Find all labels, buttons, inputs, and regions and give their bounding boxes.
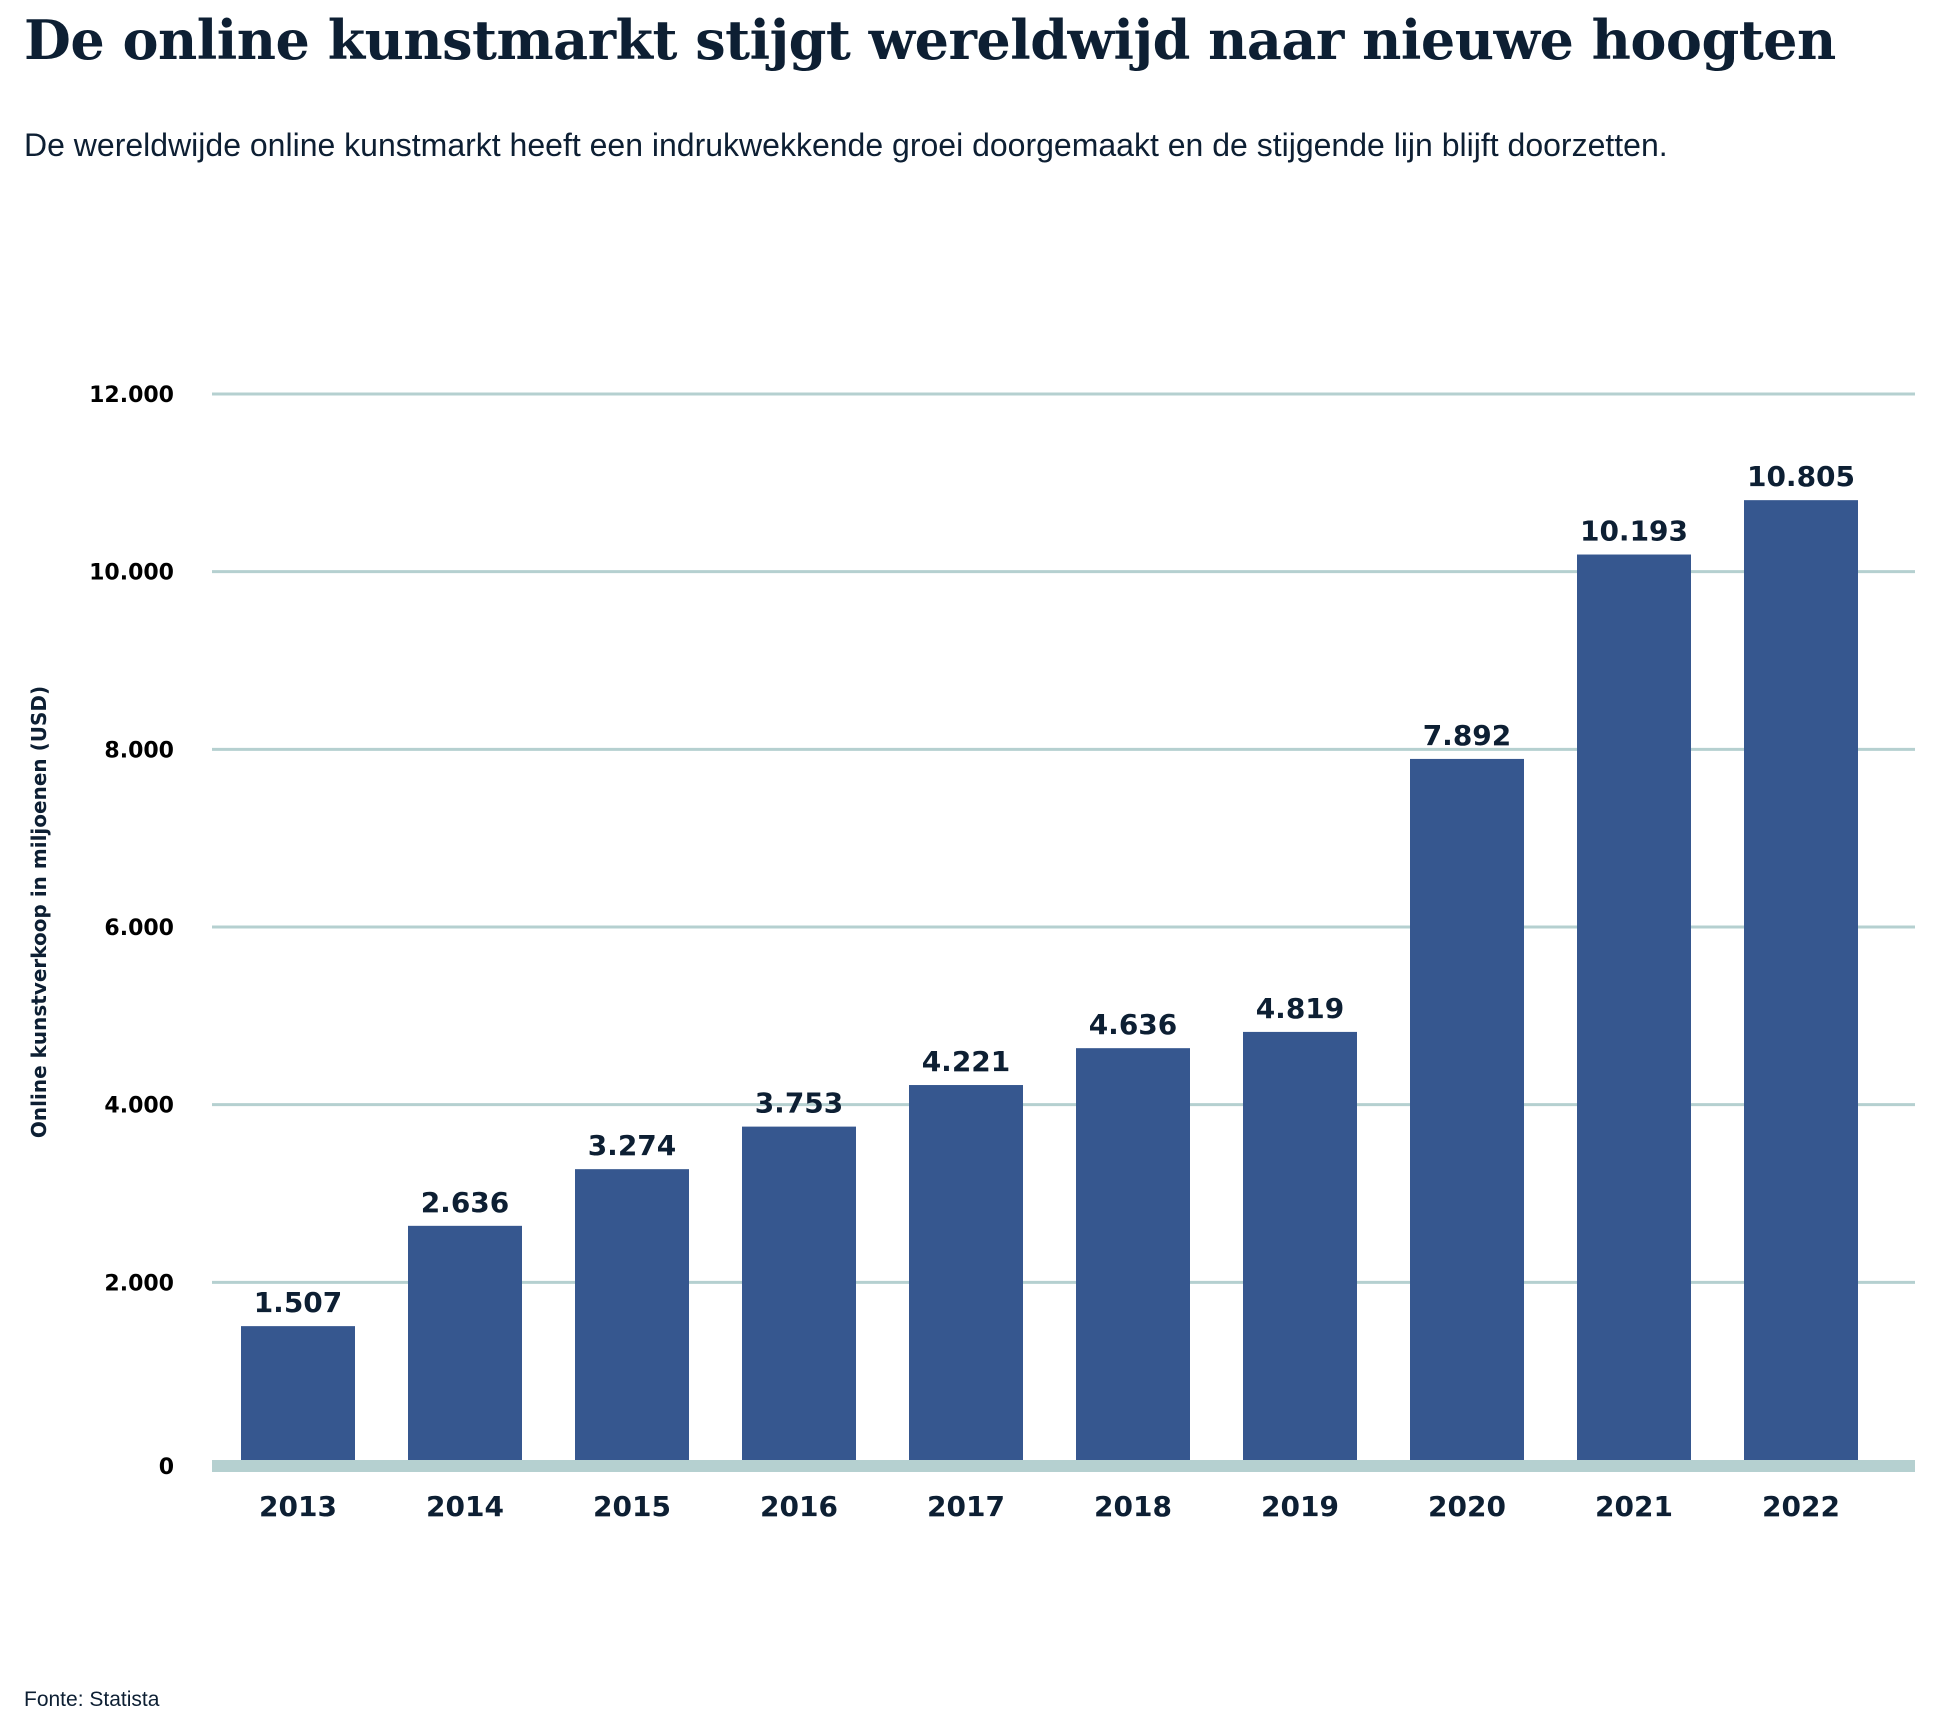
bar-2021 [1577, 554, 1691, 1460]
y-tick-label: 8.000 [104, 738, 174, 763]
bar-2020 [1410, 758, 1524, 1460]
y-tick-label: 4.000 [104, 1094, 174, 1119]
data-label: 3.274 [588, 1129, 677, 1162]
x-tick-label: 2015 [593, 1490, 671, 1523]
data-label: 4.819 [1256, 992, 1345, 1025]
data-label: 7.892 [1423, 719, 1512, 752]
data-label: 10.805 [1747, 460, 1855, 493]
y-tick-label: 6.000 [104, 916, 174, 941]
x-tick-label: 2018 [1094, 1490, 1172, 1523]
y-tick-label: 10.000 [89, 561, 174, 586]
data-label: 4.636 [1089, 1008, 1178, 1041]
y-tick-label: 2.000 [104, 1271, 174, 1296]
bar-2015 [575, 1169, 689, 1460]
x-tick-label: 2021 [1595, 1490, 1673, 1523]
bar-2017 [909, 1085, 1023, 1460]
x-tick-label: 2017 [927, 1490, 1005, 1523]
chart-subtitle: De wereldwijde online kunstmarkt heeft e… [24, 127, 1668, 163]
bar-2013 [241, 1326, 355, 1460]
bar-2016 [742, 1126, 856, 1460]
y-axis-label: Online kunstverkoop in miljoenen (USD) [27, 686, 51, 1138]
source-note: Fonte: Statista [24, 1688, 160, 1711]
x-tick-label: 2013 [259, 1490, 337, 1523]
data-label: 10.193 [1580, 515, 1688, 548]
data-label: 4.221 [922, 1045, 1011, 1078]
x-axis-baseline [212, 1460, 1915, 1472]
bar-2022 [1744, 500, 1858, 1460]
bar-2018 [1076, 1048, 1190, 1460]
data-label: 1.507 [254, 1286, 343, 1319]
data-label: 3.753 [755, 1087, 844, 1120]
data-label: 2.636 [421, 1186, 510, 1219]
x-tick-label: 2019 [1261, 1490, 1339, 1523]
x-tick-label: 2016 [760, 1490, 838, 1523]
bar-2014 [408, 1225, 522, 1460]
chart-title: De online kunstmarkt stijgt wereldwijd n… [24, 8, 1836, 72]
x-tick-label: 2022 [1762, 1490, 1840, 1523]
bar-2019 [1243, 1031, 1357, 1460]
y-tick-label: 0 [159, 1455, 174, 1480]
x-tick-label: 2020 [1428, 1490, 1506, 1523]
y-tick-label: 12.000 [89, 383, 174, 408]
x-tick-label: 2014 [426, 1490, 504, 1523]
